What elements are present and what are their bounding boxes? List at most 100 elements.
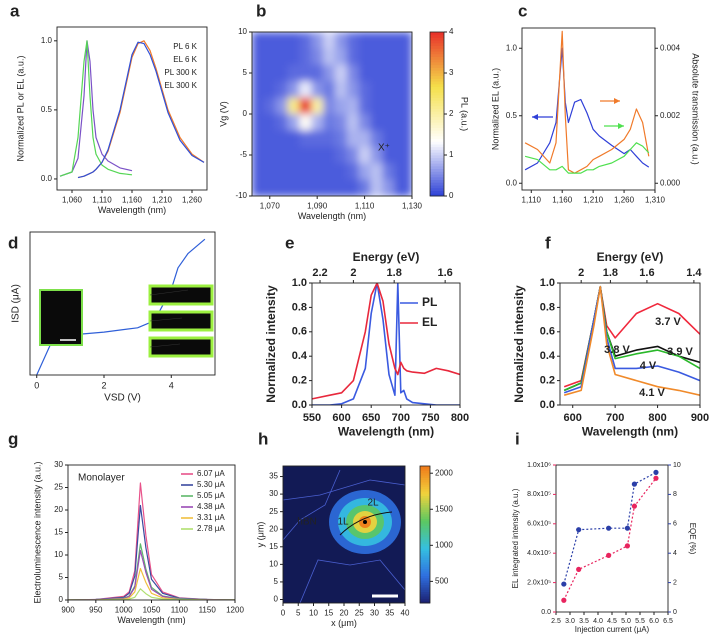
x-tick-label: 1150	[199, 605, 217, 614]
heatmap-cell	[394, 64, 407, 82]
x-tick-label: 1,160	[122, 195, 143, 204]
heatmap-cell	[346, 146, 360, 164]
plot-frame	[559, 282, 701, 406]
colorbar-segment	[430, 141, 444, 145]
x-tick-label: 900	[61, 605, 75, 614]
heatmap-cell	[299, 48, 312, 66]
panel-letter: h	[258, 429, 268, 448]
heatmap-cell	[252, 114, 265, 131]
heatmap-cell	[358, 32, 372, 49]
plot-area	[563, 471, 657, 601]
heatmap-cell	[346, 81, 360, 99]
x-tick-label: 700	[606, 412, 624, 424]
colorbar-segment	[420, 568, 430, 572]
heatmap-cell	[263, 146, 277, 164]
y2-tick-label: 0.004	[660, 43, 681, 52]
x2-tick-label: 1.6	[437, 267, 452, 279]
heatmap-cell	[382, 32, 395, 49]
colorbar-segment	[430, 149, 444, 153]
x-axis-label: Injection current (μA)	[575, 625, 650, 634]
plot-area	[312, 283, 460, 405]
annotation: X⁺	[378, 143, 390, 154]
colorbar-segment	[420, 509, 430, 513]
x-tick-label: 2	[101, 380, 106, 390]
legend-label: 4.38 μA	[197, 502, 225, 511]
heatmap-cell	[358, 163, 372, 181]
colorbar-segment	[420, 573, 430, 576]
colorbar-segment	[430, 171, 444, 175]
y-tick-label: 20	[54, 505, 63, 514]
x-tick-label: 15	[324, 608, 333, 617]
colorbar-segment	[420, 484, 430, 487]
heatmap-cell	[394, 81, 407, 99]
heatmap-cell	[275, 130, 289, 148]
heatmap-cell	[252, 81, 265, 99]
data-line	[312, 283, 460, 405]
x-tick-label: 700	[392, 412, 410, 424]
flake-outline	[283, 479, 405, 501]
heatmap-cell	[334, 114, 348, 131]
y-axis-label: Vg (V)	[218, 101, 228, 127]
panel-letter: i	[515, 429, 520, 448]
legend-label: PL	[422, 295, 437, 309]
y2-tick-label: 4	[673, 550, 677, 557]
heatmap-cell	[346, 32, 360, 49]
data-line	[59, 40, 133, 177]
colorbar-segment	[430, 103, 444, 107]
x-tick-label: 2.5	[551, 618, 561, 625]
colorbar-segment	[420, 527, 430, 531]
x2-axis-label: Energy (eV)	[597, 250, 664, 264]
colorbar-segment	[420, 600, 430, 604]
colorbar-segment	[430, 116, 444, 120]
colorbar-segment	[420, 539, 430, 542]
heatmap-cell	[346, 64, 360, 82]
x2-tick-label: 1.4	[686, 267, 702, 279]
y2-tick-label: 0.002	[660, 111, 681, 120]
y-tick-label: 0.2	[540, 375, 555, 387]
colorbar-segment	[430, 34, 444, 38]
y-tick-label: 5	[243, 68, 248, 77]
colorbar-segment	[430, 32, 444, 36]
y-tick-label: 5	[274, 577, 279, 586]
data-point	[624, 525, 631, 531]
heatmap-cell	[394, 114, 407, 131]
colorbar-segment	[430, 75, 444, 79]
x-tick-label: 1,210	[152, 195, 173, 204]
colorbar-segment	[420, 596, 430, 599]
heatmap-cell	[394, 32, 407, 49]
annotation: 1L	[337, 517, 349, 528]
inset-image	[148, 336, 214, 358]
heatmap-cell	[311, 163, 324, 181]
heatmap-cell	[275, 64, 289, 82]
data-line	[563, 477, 657, 601]
heatmap-cell	[394, 130, 407, 148]
heatmap-cell	[358, 64, 372, 82]
x-tick-label: 1,210	[583, 195, 604, 204]
x-tick-label: 1,110	[355, 201, 375, 210]
heatmap-cell	[275, 81, 289, 99]
panel-letter: d	[8, 233, 18, 252]
data-point	[561, 597, 567, 603]
heatmap-cell	[275, 163, 289, 181]
y-tick-label: 1.0	[41, 36, 53, 45]
flake-outline	[299, 559, 405, 603]
legend-label: 5.05 μA	[197, 491, 225, 500]
legend-label: 2.78 μA	[197, 524, 225, 533]
colorbar-segment	[420, 511, 430, 515]
heatmap-cell	[275, 32, 289, 49]
colorbar-segment	[430, 157, 444, 161]
colorbar-segment	[430, 78, 444, 82]
x-axis-label: Wavelength (nm)	[338, 424, 434, 438]
heatmap-cell	[311, 64, 324, 82]
y-axis-label: EL integrated intensity (a.u.)	[511, 488, 520, 588]
panel-letter: b	[256, 1, 266, 20]
colorbar-segment	[420, 536, 430, 540]
panel-letter: e	[285, 233, 294, 252]
x2-tick-label: 1.8	[603, 267, 618, 279]
colorbar-segment	[420, 488, 430, 492]
colorbar-segment	[420, 513, 430, 517]
colorbar-segment	[420, 532, 430, 535]
colorbar-segment	[420, 557, 430, 561]
colorbar-segment	[420, 525, 430, 529]
heatmap-cell	[370, 64, 383, 82]
